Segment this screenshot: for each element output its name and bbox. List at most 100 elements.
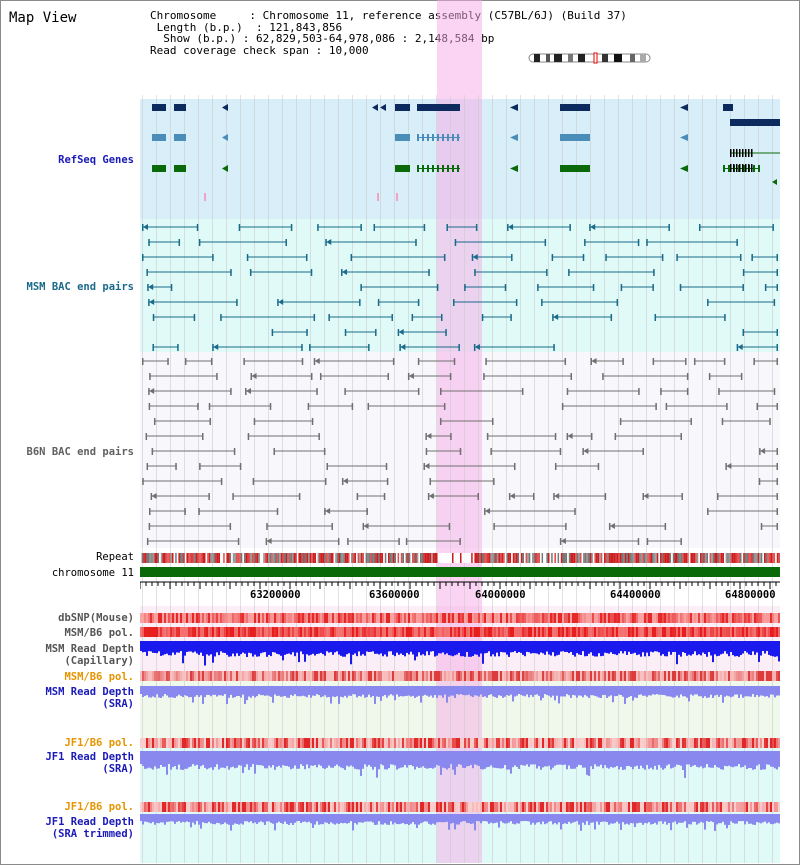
polymorphism-cell xyxy=(148,802,150,812)
polymorphism-cell xyxy=(764,671,766,681)
read-depth-bar xyxy=(368,686,370,695)
read-depth-bar xyxy=(298,641,300,663)
read-depth-bar xyxy=(304,814,306,822)
read-depth-bar xyxy=(372,641,374,652)
polymorphism-cell xyxy=(168,802,170,812)
polymorphism-cell xyxy=(242,627,244,637)
read-depth-bar xyxy=(746,641,748,653)
read-depth-bar xyxy=(630,814,632,823)
polymorphism-cell xyxy=(188,802,190,812)
read-depth-bar xyxy=(518,686,520,695)
read-depth-bar xyxy=(332,751,334,768)
repeat-segment xyxy=(572,553,574,563)
gene-exon xyxy=(437,134,439,141)
bac-end-arrow xyxy=(426,433,432,439)
read-depth-bar xyxy=(690,641,692,656)
repeat-segment xyxy=(418,553,420,563)
repeat-segment xyxy=(666,553,668,563)
selected-region-highlight[interactable] xyxy=(437,0,482,863)
bac-end-left xyxy=(142,224,144,231)
track-label-msm-b6-pol[interactable]: MSM/B6 pol. xyxy=(64,627,134,639)
repeat-segment xyxy=(773,553,776,563)
track-label-repeat[interactable]: Repeat xyxy=(96,551,134,563)
read-depth-bar xyxy=(386,686,388,698)
polymorphism-cell xyxy=(766,802,768,812)
polymorphism-cell xyxy=(698,671,700,681)
bac-end-left xyxy=(325,239,327,246)
track-label-refseq[interactable]: RefSeq Genes xyxy=(58,154,134,166)
read-depth-bar xyxy=(240,814,242,824)
read-depth-bar xyxy=(172,814,174,822)
polymorphism-cell xyxy=(480,671,482,681)
polymorphism-cell xyxy=(506,738,508,748)
repeat-segment xyxy=(712,553,715,563)
polymorphism-cell xyxy=(628,671,630,681)
polymorphism-cell xyxy=(422,627,424,637)
polymorphism-cell xyxy=(660,613,662,623)
polymorphism-cell xyxy=(292,627,294,637)
polymorphism-cell xyxy=(204,671,206,681)
repeat-segment xyxy=(776,553,779,563)
read-depth-bar xyxy=(356,686,358,698)
chromosome-ideogram[interactable] xyxy=(528,52,652,64)
track-label-dbsnp[interactable]: dbSNP(Mouse) xyxy=(58,612,134,624)
polymorphism-cell xyxy=(370,802,372,812)
read-depth-bar xyxy=(700,751,702,767)
repeat-segment xyxy=(240,553,243,563)
bac-end-right xyxy=(686,373,689,380)
read-depth-bar xyxy=(674,686,676,698)
bac-end-arrow xyxy=(148,284,154,290)
genome-tracks-canvas[interactable] xyxy=(140,95,780,865)
track-label-b6n-bac[interactable]: B6N BAC end pairs xyxy=(26,446,134,458)
read-depth-bar xyxy=(482,751,484,770)
bac-end-right xyxy=(610,314,613,321)
read-depth-bar xyxy=(300,814,302,824)
repeat-segment xyxy=(394,553,396,563)
polymorphism-cell xyxy=(726,613,728,623)
polymorphism-cell xyxy=(312,613,314,623)
polymorphism-cell xyxy=(186,802,188,812)
read-depth-bar xyxy=(646,814,648,824)
read-depth-bar xyxy=(372,751,374,770)
polymorphism-cell xyxy=(436,738,438,748)
polymorphism-cell xyxy=(416,671,418,681)
polymorphism-cell xyxy=(704,802,706,812)
track-label-msm-depth-capillary[interactable]: MSM Read Depth (Capillary) xyxy=(45,643,134,667)
track-label-msm-b6-pol-2[interactable]: MSM/B6 pol. xyxy=(64,671,134,683)
repeat-segment xyxy=(220,553,222,563)
read-depth-bar xyxy=(360,686,362,697)
read-depth-bar xyxy=(364,751,366,765)
polymorphism-cell xyxy=(684,613,686,623)
track-label-jf1-b6-pol-2[interactable]: JF1/B6 pol. xyxy=(64,801,134,813)
read-depth-bar xyxy=(612,686,614,703)
polymorphism-cell xyxy=(318,627,320,637)
polymorphism-cell xyxy=(490,627,492,637)
repeat-segment xyxy=(727,553,729,563)
polymorphism-cell xyxy=(492,671,494,681)
bac-end-right xyxy=(726,403,728,410)
read-depth-bar xyxy=(766,686,768,697)
polymorphism-cell xyxy=(452,613,454,623)
polymorphism-cell xyxy=(658,627,660,637)
polymorphism-cell xyxy=(404,613,406,623)
polymorphism-cell xyxy=(432,802,434,812)
track-label-jf1-depth-trimmed[interactable]: JF1 Read Depth (SRA trimmed) xyxy=(45,816,134,840)
read-depth-bar xyxy=(236,686,238,696)
polymorphism-cell xyxy=(606,627,608,637)
polymorphism-cell xyxy=(298,802,300,812)
polymorphism-cell xyxy=(488,802,490,812)
bac-end-right xyxy=(653,269,655,276)
polymorphism-cell xyxy=(468,671,470,681)
read-depth-bar xyxy=(746,686,748,697)
read-depth-bar xyxy=(404,814,406,825)
read-depth-bar xyxy=(428,686,430,697)
polymorphism-cell xyxy=(504,802,506,812)
polymorphism-cell xyxy=(168,627,170,637)
track-label-jf1-depth-sra[interactable]: JF1 Read Depth (SRA) xyxy=(45,751,134,775)
polymorphism-cell xyxy=(660,627,662,637)
track-label-msm-bac[interactable]: MSM BAC end pairs xyxy=(26,281,134,293)
read-depth-bar xyxy=(452,751,454,770)
track-label-msm-depth-sra[interactable]: MSM Read Depth (SRA) xyxy=(45,686,134,710)
track-label-jf1-b6-pol[interactable]: JF1/B6 pol. xyxy=(64,737,134,749)
repeat-segment xyxy=(500,553,502,563)
